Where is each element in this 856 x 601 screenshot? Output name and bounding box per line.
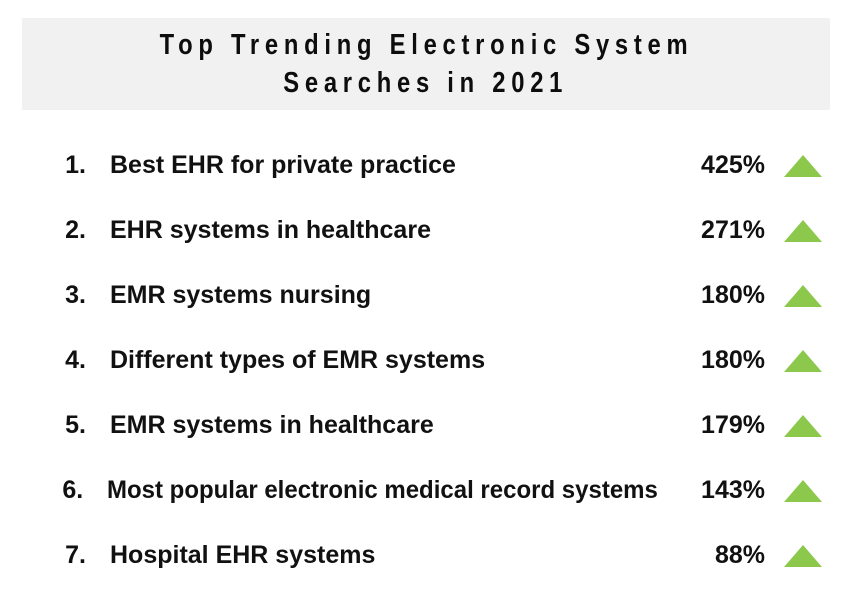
item-percent-value: 180% <box>701 281 765 309</box>
item-rank: 6. <box>62 476 84 504</box>
trend-list: 1. Best EHR for private practice 425% 2.… <box>42 133 822 588</box>
trend-up-triangle-icon <box>784 414 822 437</box>
trend-list-item: 1. Best EHR for private practice 425% <box>42 133 822 198</box>
trend-list-item: 4. Different types of EMR systems 180% <box>42 328 822 393</box>
item-search-term: EMR systems nursing <box>110 281 372 309</box>
trend-up-triangle-icon <box>784 219 822 242</box>
item-rank: 4. <box>65 346 86 374</box>
trend-up-triangle-icon <box>784 479 822 502</box>
item-percent-value: 425% <box>701 151 765 179</box>
trend-up-triangle-icon <box>784 154 822 177</box>
page-title-line-2: Searches in 2021 <box>283 67 569 99</box>
item-rank: 7. <box>65 541 86 569</box>
item-percent-value: 143% <box>701 476 765 504</box>
trend-list-item: 3. EMR systems nursing 180% <box>42 263 822 328</box>
item-percent-value: 179% <box>701 411 765 439</box>
header-banner: Top Trending Electronic System Searches … <box>22 18 830 110</box>
item-rank: 5. <box>65 411 86 439</box>
item-rank: 3. <box>65 281 86 309</box>
trend-list-item: 2. EHR systems in healthcare 271% <box>42 198 822 263</box>
trend-up-triangle-icon <box>784 349 822 372</box>
item-rank: 2. <box>65 216 86 244</box>
trend-list-item: 5. EMR systems in healthcare 179% <box>42 393 822 458</box>
item-percent-value: 180% <box>701 346 765 374</box>
item-percent-value: 88% <box>714 541 765 569</box>
item-search-term: EHR systems in healthcare <box>110 216 431 244</box>
trend-up-triangle-icon <box>784 284 822 307</box>
trend-up-triangle-icon <box>784 544 822 567</box>
item-search-term: Different types of EMR systems <box>110 346 486 374</box>
item-search-term: Best EHR for private practice <box>110 151 456 179</box>
item-search-term: EMR systems in healthcare <box>110 411 434 439</box>
trend-list-item: 6. Most popular electronic medical recor… <box>42 458 822 523</box>
item-rank: 1. <box>65 151 86 179</box>
item-search-term: Most popular electronic medical record s… <box>107 476 659 504</box>
item-search-term: Hospital EHR systems <box>110 541 376 569</box>
page-title-line-1: Top Trending Electronic System <box>159 29 693 61</box>
trend-list-item: 7. Hospital EHR systems 88% <box>42 523 822 588</box>
item-percent-value: 271% <box>701 216 765 244</box>
